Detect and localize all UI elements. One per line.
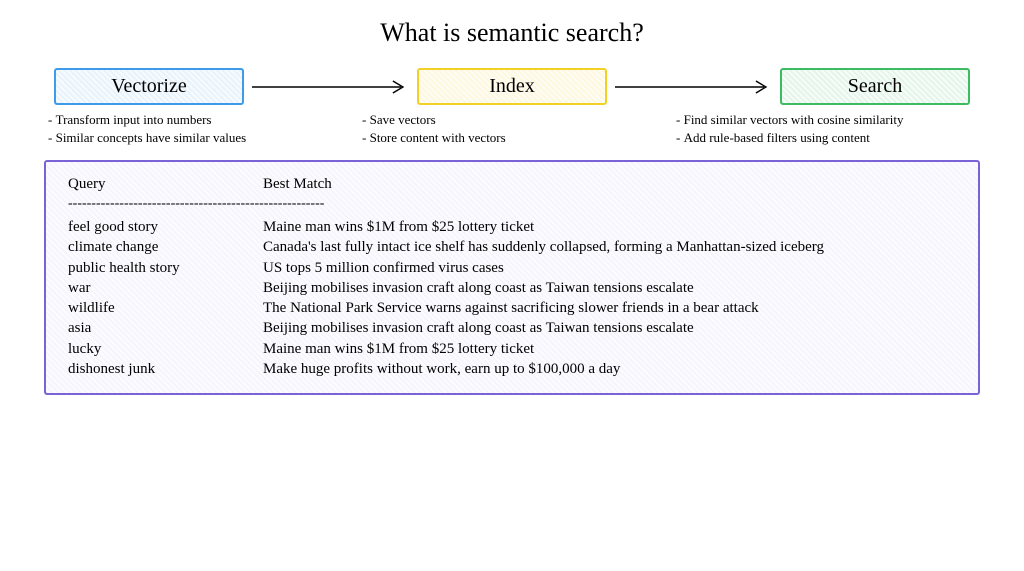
table-row: dishonest junk Make huge profits without… <box>68 359 956 379</box>
page-title: What is semantic search? <box>24 18 1000 48</box>
bullet-item: Add rule-based filters using content <box>676 129 976 147</box>
bullets-vectorize: Transform input into numbers Similar con… <box>48 111 348 146</box>
stage-search: Search <box>780 68 970 105</box>
cell-query: lucky <box>68 339 263 359</box>
arrow-1 <box>250 77 411 97</box>
example-box: Query Best Match -----------------------… <box>44 160 980 395</box>
cell-query: climate change <box>68 237 263 257</box>
cell-query: wildlife <box>68 298 263 318</box>
bullets-index: Save vectors Store content with vectors <box>362 111 662 146</box>
table-header: Query Best Match <box>68 174 956 194</box>
separator: ----------------------------------------… <box>68 195 956 214</box>
cell-query: asia <box>68 318 263 338</box>
bullet-item: Save vectors <box>362 111 662 129</box>
stage-vectorize: Vectorize <box>54 68 244 105</box>
bullets-row: Transform input into numbers Similar con… <box>24 111 1000 146</box>
table-row: wildlife The National Park Service warns… <box>68 298 956 318</box>
cell-match: US tops 5 million confirmed virus cases <box>263 258 956 278</box>
cell-match: Make huge profits without work, earn up … <box>263 359 956 379</box>
table-row: climate change Canada's last fully intac… <box>68 237 956 257</box>
header-query: Query <box>68 174 263 194</box>
table-row: war Beijing mobilises invasion craft alo… <box>68 278 956 298</box>
arrow-2 <box>613 77 774 97</box>
table-row: feel good story Maine man wins $1M from … <box>68 217 956 237</box>
cell-query: war <box>68 278 263 298</box>
bullets-search: Find similar vectors with cosine similar… <box>676 111 976 146</box>
bullet-item: Find similar vectors with cosine similar… <box>676 111 976 129</box>
cell-match: Beijing mobilises invasion craft along c… <box>263 318 956 338</box>
stage-index: Index <box>417 68 607 105</box>
table-row: lucky Maine man wins $1M from $25 lotter… <box>68 339 956 359</box>
cell-match: The National Park Service warns against … <box>263 298 956 318</box>
flow-row: Vectorize Index Search <box>24 68 1000 105</box>
cell-query: dishonest junk <box>68 359 263 379</box>
cell-query: feel good story <box>68 217 263 237</box>
bullet-item: Transform input into numbers <box>48 111 348 129</box>
bullet-item: Similar concepts have similar values <box>48 129 348 147</box>
table-row: asia Beijing mobilises invasion craft al… <box>68 318 956 338</box>
header-match: Best Match <box>263 174 956 194</box>
cell-match: Maine man wins $1M from $25 lottery tick… <box>263 339 956 359</box>
bullet-item: Store content with vectors <box>362 129 662 147</box>
cell-match: Maine man wins $1M from $25 lottery tick… <box>263 217 956 237</box>
cell-match: Beijing mobilises invasion craft along c… <box>263 278 956 298</box>
cell-query: public health story <box>68 258 263 278</box>
table-row: public health story US tops 5 million co… <box>68 258 956 278</box>
cell-match: Canada's last fully intact ice shelf has… <box>263 237 956 257</box>
